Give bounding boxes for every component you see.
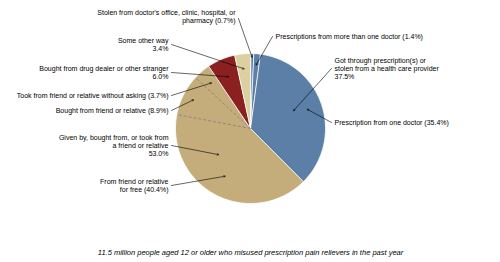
svg-text:Given by, bought from, or took: Given by, bought from, or took froma fri… xyxy=(59,134,169,157)
svg-text:Prescriptions from more than o: Prescriptions from more than one doctor … xyxy=(276,33,423,41)
svg-text:Took from friend or relative w: Took from friend or relative without ask… xyxy=(17,92,169,100)
svg-text:Bought from drug dealer or oth: Bought from drug dealer or other strange… xyxy=(39,65,169,80)
svg-text:Bought from friend or relative: Bought from friend or relative (8.9%) xyxy=(56,107,169,115)
svg-text:From friend or relativefor fre: From friend or relativefor free (40.4%) xyxy=(100,178,169,194)
svg-text:Got through prescription(s) or: Got through prescription(s) orstolen fro… xyxy=(335,57,440,80)
svg-text:Some other way3.4%: Some other way3.4% xyxy=(118,37,169,52)
svg-text:Stolen from doctor's office, c: Stolen from doctor's office, clinic, hos… xyxy=(97,9,236,25)
svg-text:Prescription from one doctor (: Prescription from one doctor (35.4%) xyxy=(335,119,449,127)
svg-text:11.5 million people aged 12 or: 11.5 million people aged 12 or older who… xyxy=(98,248,404,257)
